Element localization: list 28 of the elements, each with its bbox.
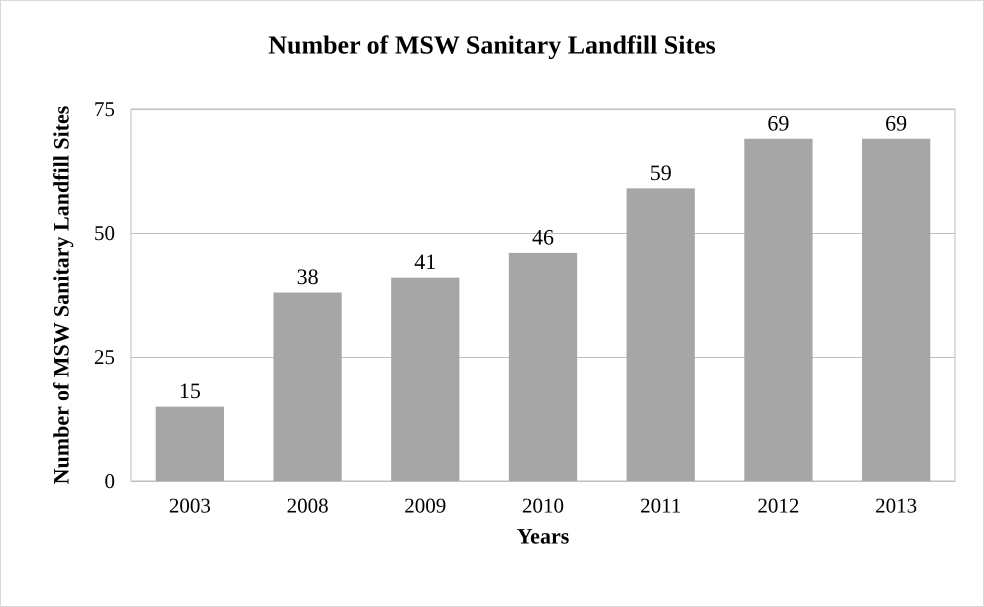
bar: [862, 138, 930, 481]
x-tick-label: 2011: [640, 494, 682, 518]
data-label: 46: [532, 224, 554, 250]
chart-title: Number of MSW Sanitary Landfill Sites: [268, 30, 716, 60]
x-tick-label: 2008: [286, 494, 329, 518]
y-tick-label: 75: [94, 97, 115, 121]
x-tick-label: 2010: [522, 494, 564, 518]
data-label: 15: [178, 378, 201, 404]
y-tick-label: 25: [94, 345, 115, 369]
x-tick-label: 2009: [404, 494, 446, 518]
bar: [508, 252, 578, 481]
y-tick-label: 50: [94, 221, 115, 245]
data-label: 59: [650, 160, 672, 185]
x-tick-label: 2012: [757, 494, 800, 518]
data-label: 69: [885, 110, 908, 136]
x-axis-title: Years: [516, 524, 570, 548]
y-axis-title: Number of MSW Sanitary Landfill Sites: [48, 105, 74, 484]
bar: [391, 278, 460, 481]
bar: [626, 188, 695, 481]
x-tick-label: 2013: [875, 494, 918, 518]
bar: [273, 292, 342, 481]
bar: [744, 138, 813, 481]
bar: [156, 406, 224, 481]
x-tick-label: 2003: [168, 494, 211, 518]
data-label: 38: [296, 264, 319, 290]
y-tick-label: 0: [104, 469, 115, 493]
data-label: 69: [767, 110, 790, 136]
data-label: 41: [414, 249, 436, 274]
